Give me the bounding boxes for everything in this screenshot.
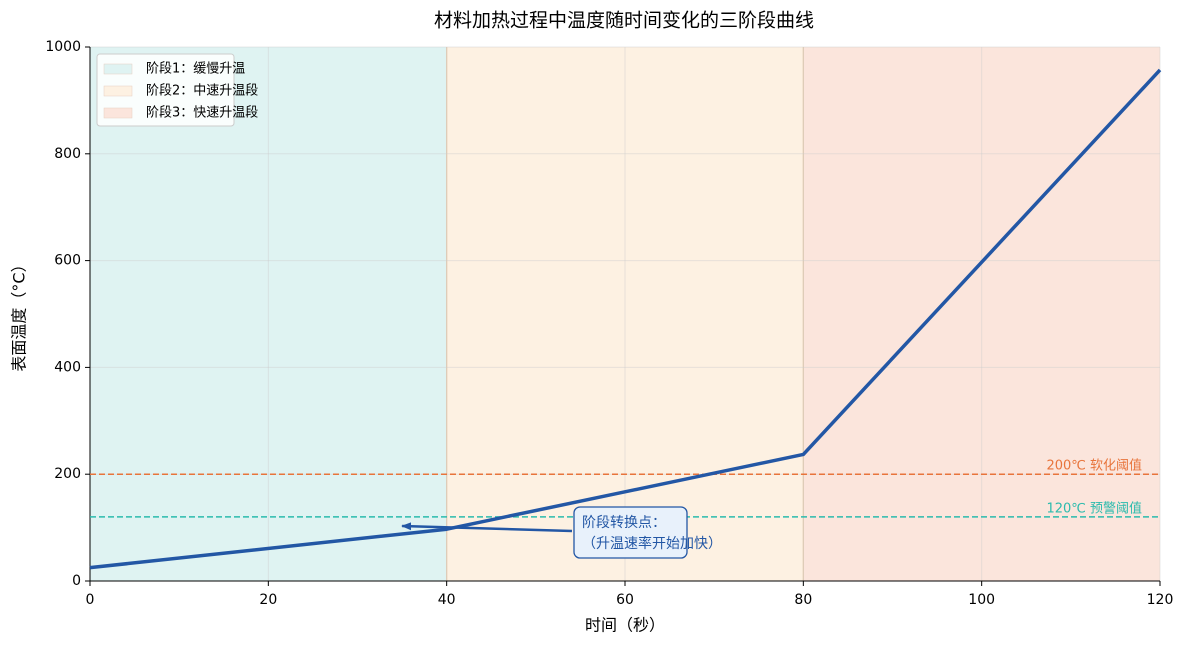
legend-label: 阶段1：缓慢升温: [146, 61, 245, 77]
y-tick-label: 400: [54, 359, 81, 375]
y-tick-label: 800: [54, 146, 81, 162]
annotation-box: [573, 506, 688, 559]
legend-swatch: [103, 85, 133, 97]
y-tick-label: 200: [54, 466, 81, 482]
annotation-text: 阶段转换点：: [582, 514, 666, 531]
x-tick-label: 20: [259, 592, 277, 608]
stage-region: [90, 47, 447, 581]
legend-label: 阶段3：快速升温段: [146, 106, 258, 121]
legend-swatch: [103, 107, 133, 119]
threshold-label: 120℃ 预警阈值: [1046, 500, 1142, 516]
legend-label: 阶段2：中速升温段: [146, 84, 258, 99]
x-axis-label: 时间（秒）: [585, 616, 665, 635]
x-tick-label: 80: [794, 592, 812, 608]
x-tick-label: 0: [86, 592, 95, 608]
threshold-label: 200℃ 软化阈值: [1046, 458, 1142, 474]
data-line: [89, 68, 1162, 570]
y-tick-label: 0: [72, 573, 81, 589]
annotation-arrow: [401, 522, 573, 533]
annotation-text: （升温速率开始加快）: [582, 535, 722, 552]
x-tick-label: 120: [1147, 592, 1174, 608]
legend-swatch: [103, 63, 133, 75]
chart-title: 材料加热过程中温度随时间变化的三阶段曲线: [434, 10, 814, 32]
y-tick-label: 600: [54, 253, 81, 269]
y-axis-label: 表面温度（°C）: [10, 256, 29, 371]
y-tick-label: 1000: [45, 39, 81, 55]
x-tick-label: 40: [438, 592, 456, 608]
x-tick-label: 100: [968, 592, 995, 608]
x-tick-label: 60: [616, 592, 634, 608]
